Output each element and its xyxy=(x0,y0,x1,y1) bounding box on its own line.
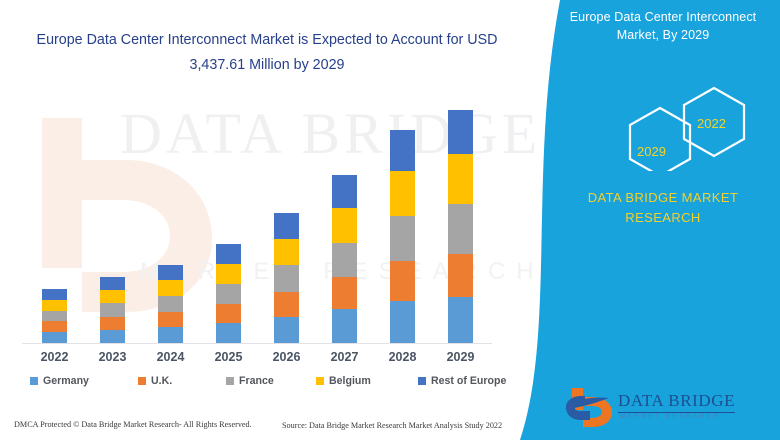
legend-label: U.K. xyxy=(151,375,173,387)
legend-swatch xyxy=(316,377,324,385)
bar-segment xyxy=(390,261,415,302)
bar-segment xyxy=(332,309,357,343)
stacked-bar xyxy=(448,110,473,343)
brand-logo-subtext: MARKET RESEARCH xyxy=(620,413,721,420)
side-panel-content: Europe Data Center Interconnect Market, … xyxy=(542,0,780,440)
x-axis-label: 2022 xyxy=(40,350,69,364)
hexagon-2029-shape xyxy=(628,106,692,171)
legend-item[interactable]: Belgium xyxy=(316,375,371,387)
bar-segment xyxy=(100,329,125,343)
bar-segment xyxy=(216,263,241,284)
bar-segment xyxy=(448,110,473,155)
hexagon-label-2022: 2022 xyxy=(697,116,726,131)
stacked-bar xyxy=(274,213,299,343)
side-panel-brand: DATA BRIDGE MARKET RESEARCH xyxy=(587,190,739,225)
bar-segment xyxy=(216,303,241,324)
bar-segment xyxy=(390,216,415,262)
bar-segment xyxy=(100,289,125,304)
bar-segment xyxy=(158,327,183,343)
stacked-bar xyxy=(390,130,415,343)
bar-segment xyxy=(448,204,473,255)
bar-segment xyxy=(158,296,183,313)
bar-segment xyxy=(100,316,125,330)
bar-segment xyxy=(332,242,357,278)
x-axis-label: 2024 xyxy=(156,350,185,364)
stacked-bar xyxy=(216,244,241,343)
stacked-bars-layer xyxy=(42,110,473,343)
legend-label: Rest of Europe xyxy=(431,375,507,387)
bar-segment xyxy=(448,254,473,298)
legend-label: Belgium xyxy=(329,375,371,387)
legend-swatch xyxy=(138,377,146,385)
legend-item[interactable]: Rest of Europe xyxy=(418,375,506,387)
stacked-bar xyxy=(158,265,183,343)
footer-dmca-notice: DMCA Protected © Data Bridge Market Rese… xyxy=(14,420,252,429)
stacked-bar xyxy=(42,289,67,343)
bar-segment xyxy=(448,297,473,343)
bar-segment xyxy=(390,171,415,217)
x-axis-label: 2028 xyxy=(388,350,417,364)
hexagon-group: 2022 2029 xyxy=(602,86,772,171)
legend-swatch xyxy=(418,377,426,385)
bar-segment xyxy=(158,280,183,297)
side-panel-title: Europe Data Center Interconnect Market, … xyxy=(569,10,757,42)
bar-segment xyxy=(332,208,357,243)
bar-segment xyxy=(42,321,67,333)
footer: DMCA Protected © Data Bridge Market Rese… xyxy=(0,410,540,440)
hexagon-2022-shape xyxy=(682,86,746,158)
hexagon-label-2029: 2029 xyxy=(637,144,666,159)
chart-plot-area: 2022 2023 2024 2025 2026 2027 2028 2029 xyxy=(22,110,492,364)
x-axis-label: 2026 xyxy=(272,350,301,364)
footer-source-note: Source: Data Bridge Market Research Mark… xyxy=(282,421,503,430)
bar-segment xyxy=(274,316,299,343)
brand-logo-icon xyxy=(564,387,614,434)
legend-swatch xyxy=(226,377,234,385)
x-axis-label: 2023 xyxy=(98,350,127,364)
bar-segment xyxy=(100,303,125,317)
bar-segment xyxy=(42,310,67,322)
bar-segment xyxy=(390,130,415,172)
bar-segment xyxy=(274,238,299,266)
bar-segment xyxy=(216,244,241,264)
brand-logo-text: DATA BRIDGE xyxy=(618,391,736,413)
x-axis-label: 2027 xyxy=(330,350,359,364)
bar-segment xyxy=(42,299,67,311)
bar-segment xyxy=(390,301,415,343)
bar-segment xyxy=(216,283,241,304)
chart-legend: Germany U.K. France Belgium Rest of Europe xyxy=(30,374,510,388)
legend-swatch xyxy=(30,377,38,385)
bar-segment xyxy=(100,277,125,290)
legend-item[interactable]: U.K. xyxy=(138,375,172,387)
bar-segment xyxy=(216,323,241,343)
bar-segment xyxy=(448,154,473,205)
bar-segment xyxy=(158,312,183,328)
stacked-bar xyxy=(100,277,125,343)
bar-segment xyxy=(42,289,67,300)
bar-segment xyxy=(332,175,357,209)
bar-segment xyxy=(332,277,357,310)
x-axis-label: 2029 xyxy=(446,350,475,364)
legend-item[interactable]: France xyxy=(226,375,274,387)
bar-segment xyxy=(158,265,183,281)
bar-segment xyxy=(274,291,299,317)
legend-label: Germany xyxy=(43,375,89,387)
legend-label: France xyxy=(239,375,274,387)
bar-segment xyxy=(42,332,67,343)
x-axis-label: 2025 xyxy=(214,350,243,364)
stacked-bar xyxy=(332,175,357,343)
legend-item[interactable]: Germany xyxy=(30,375,89,387)
brand-logo: DATA BRIDGE MARKET RESEARCH xyxy=(564,385,764,431)
x-axis-line xyxy=(22,343,492,344)
bar-segment xyxy=(274,213,299,239)
chart-title: Europe Data Center Interconnect Market i… xyxy=(36,32,498,73)
bar-segment xyxy=(274,265,299,292)
